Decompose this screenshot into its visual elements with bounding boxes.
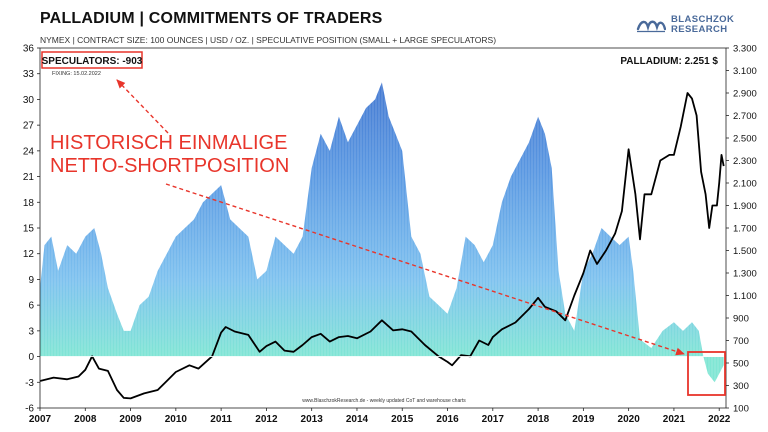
x-tick-label: 2019	[572, 414, 595, 425]
x-tick-label: 2015	[391, 414, 414, 425]
speculators-area	[40, 82, 724, 383]
left-tick-label: 18	[23, 198, 35, 209]
palladium-price-line	[39, 92, 725, 400]
fixing-date: FIXING: 15.02.2022	[52, 71, 101, 77]
left-tick-label: 36	[23, 44, 35, 55]
x-tick-label: 2022	[708, 414, 731, 425]
left-tick-label: 15	[23, 224, 35, 235]
right-tick-label: 1.500	[733, 246, 757, 257]
x-tick-label: 2012	[255, 414, 278, 425]
chart-subtitle: NYMEX | CONTRACT SIZE: 100 OUNCES | USD …	[40, 35, 497, 45]
right-tick-label: 700	[733, 336, 749, 347]
right-tick-label: 1.700	[733, 224, 757, 235]
right-tick-label: 3.100	[733, 66, 757, 77]
arrow-to-badge	[116, 79, 169, 134]
x-tick-label: 2021	[663, 414, 686, 425]
left-tick-label: 21	[23, 172, 35, 183]
right-tick-label: 1.300	[733, 269, 757, 280]
right-tick-label: 2.900	[733, 89, 757, 100]
right-tick-label: 100	[733, 404, 749, 415]
x-tick-label: 2020	[618, 414, 641, 425]
x-tick-label: 2013	[301, 414, 324, 425]
right-tick-label: 2.700	[733, 111, 757, 122]
speculators-value: SPECULATORS: -903	[42, 56, 143, 67]
right-tick-label: 2.100	[733, 179, 757, 190]
right-tick-label: 1.900	[733, 201, 757, 212]
right-tick-label: 500	[733, 359, 749, 370]
x-tick-label: 2014	[346, 414, 369, 425]
brand-logo: BLASCHZOK RESEARCH	[636, 15, 734, 35]
right-tick-label: 2.300	[733, 156, 757, 167]
left-tick-label: -3	[25, 378, 34, 389]
brand-line-1: BLASCHZOK	[671, 14, 735, 25]
x-tick-label: 2016	[436, 414, 459, 425]
palladium-price-badge: PALLADIUM: 2.251 $	[620, 56, 718, 67]
x-tick-label: 2018	[527, 414, 550, 425]
left-tick-label: -6	[25, 404, 34, 415]
left-tick-label: 30	[23, 95, 35, 106]
x-tick-label: 2008	[74, 414, 97, 425]
left-tick-label: 24	[23, 146, 35, 157]
x-tick-label: 2009	[119, 414, 142, 425]
brand-line-2: RESEARCH	[671, 24, 728, 35]
left-tick-label: 12	[23, 249, 35, 260]
left-tick-label: 6	[28, 301, 34, 312]
right-tick-label: 900	[733, 314, 749, 325]
right-tick-label: 1.100	[733, 291, 757, 302]
right-tick-label: 2.500	[733, 134, 757, 145]
speculators-badge	[41, 51, 143, 69]
x-tick-label: 2007	[29, 414, 52, 425]
annotation-line-1: HISTORISCH EINMALIGE	[50, 132, 287, 154]
annotation-line-2: NETTO-SHORTPOSITION	[50, 155, 289, 177]
watermark: www.BlaschzokResearch.de - weekly update…	[302, 398, 466, 404]
x-tick-label: 2010	[165, 414, 188, 425]
x-tick-label: 2011	[210, 414, 232, 425]
left-tick-label: 3	[28, 326, 34, 337]
net-short-highlight	[687, 351, 726, 396]
chart-title: PALLADIUM | COMMITMENTS OF TRADERS	[40, 10, 383, 27]
right-tick-label: 3.300	[733, 44, 757, 55]
brand-mark-icon	[636, 20, 666, 33]
right-tick-label: 300	[733, 381, 749, 392]
left-tick-label: 9	[28, 275, 34, 286]
left-tick-label: 0	[28, 352, 34, 363]
left-tick-label: 33	[23, 69, 35, 80]
left-tick-label: 27	[23, 121, 35, 132]
x-tick-label: 2017	[482, 414, 505, 425]
